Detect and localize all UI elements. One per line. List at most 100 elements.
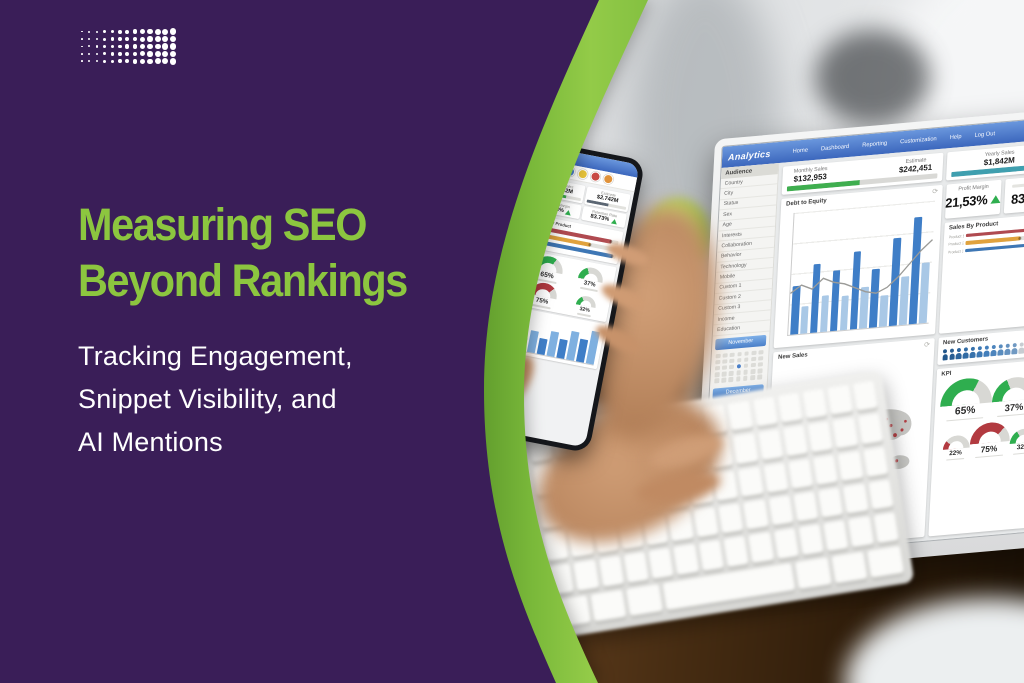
key bbox=[573, 559, 600, 593]
key bbox=[718, 503, 744, 536]
yearly-sales-card: Yearly Sales $1,842M bbox=[946, 143, 1024, 181]
calendar-cell bbox=[729, 364, 735, 370]
dot bbox=[146, 50, 154, 57]
calendar-cell bbox=[743, 363, 749, 369]
dot bbox=[124, 28, 132, 35]
dot bbox=[86, 35, 94, 42]
nav-item-help: Help bbox=[949, 133, 962, 141]
kpi-card: KPI 65% 37% 22% 75% 32% bbox=[927, 359, 1024, 537]
key bbox=[673, 544, 700, 577]
gauge-arc bbox=[576, 294, 598, 308]
key bbox=[590, 589, 627, 624]
metric-row: Profit Margin 21,53% bbox=[944, 175, 1024, 219]
coin-icon bbox=[564, 166, 575, 177]
gauge: 37% bbox=[991, 375, 1024, 418]
chart-row: Debt to Equity ⟳ bbox=[773, 175, 1024, 349]
key bbox=[807, 421, 834, 454]
dot-row bbox=[78, 28, 518, 35]
calendar-cell bbox=[715, 353, 721, 359]
person-icon bbox=[1005, 344, 1011, 356]
key bbox=[548, 563, 575, 597]
dot bbox=[146, 58, 154, 65]
title-line-2: Beyond Rankings bbox=[78, 254, 408, 306]
person-icon bbox=[949, 348, 955, 360]
retention-value-row: 83,73% bbox=[1009, 187, 1024, 210]
dot bbox=[108, 50, 116, 57]
dot bbox=[101, 50, 109, 57]
person-icon bbox=[998, 344, 1004, 356]
gauge: 32% bbox=[574, 294, 597, 318]
person-icon bbox=[956, 348, 962, 360]
calendar-cell bbox=[750, 374, 756, 380]
calendar-cell bbox=[714, 365, 720, 371]
calendar-cell bbox=[751, 350, 757, 356]
key bbox=[738, 466, 764, 499]
dot bbox=[78, 35, 86, 42]
dot bbox=[93, 28, 101, 35]
person-icon bbox=[970, 347, 976, 359]
calendar-cell bbox=[744, 350, 750, 357]
gauge-arc bbox=[942, 434, 970, 450]
banner-subtitle: Tracking Engagement, Snippet Visibility,… bbox=[78, 335, 518, 464]
gauge-arc bbox=[1009, 427, 1024, 444]
dot bbox=[108, 28, 116, 35]
subtitle-line-2: Snippet Visibility, and bbox=[78, 383, 337, 414]
dot bbox=[78, 43, 86, 50]
gauge-value: 22% bbox=[949, 449, 962, 458]
nav-item-reporting: Reporting bbox=[861, 140, 888, 149]
gauge-label-line bbox=[946, 416, 983, 422]
dot bbox=[124, 50, 132, 57]
key bbox=[818, 487, 844, 520]
coin-icon bbox=[577, 169, 587, 179]
product-label: Product 1 bbox=[948, 233, 964, 240]
calendar-cell bbox=[758, 355, 764, 361]
dot bbox=[108, 35, 116, 42]
dot bbox=[93, 43, 101, 50]
dot bbox=[154, 50, 162, 57]
gauge-value: 37% bbox=[1004, 400, 1024, 414]
gauge: 22% bbox=[942, 434, 970, 461]
dot bbox=[154, 28, 162, 35]
key bbox=[867, 545, 905, 580]
retention-card: 83,73% bbox=[1003, 175, 1024, 214]
dot bbox=[139, 35, 147, 42]
gauge: 32% bbox=[1008, 427, 1024, 455]
dot bbox=[93, 35, 101, 42]
gauge-value: 75% bbox=[980, 443, 998, 455]
product-label: Product 3 bbox=[947, 248, 963, 255]
key bbox=[768, 495, 794, 528]
dot bbox=[154, 35, 162, 42]
key bbox=[693, 507, 719, 540]
calendar-cell bbox=[722, 359, 728, 365]
dot bbox=[124, 43, 132, 50]
calendar-cell bbox=[758, 362, 763, 368]
sidebar-items: Country City Status Sex Age Interests Collabor… bbox=[712, 174, 778, 337]
nav-item-dashboard: Dashboard bbox=[820, 143, 850, 152]
dot bbox=[93, 58, 101, 65]
dot bbox=[139, 50, 147, 57]
dot bbox=[101, 58, 109, 65]
dot-row bbox=[78, 43, 518, 50]
gauges-small: 22% 75% 32% bbox=[937, 419, 1024, 462]
key bbox=[795, 556, 832, 591]
key bbox=[857, 413, 884, 447]
debt-to-equity-chart-card: Debt to Equity ⟳ bbox=[773, 184, 943, 349]
key bbox=[757, 429, 784, 462]
key bbox=[873, 512, 899, 545]
dot bbox=[124, 35, 132, 42]
key bbox=[802, 388, 829, 422]
retention-label-line bbox=[1011, 182, 1024, 188]
gauge: 65% bbox=[531, 254, 565, 285]
gauge: 75% bbox=[969, 421, 1011, 459]
gauge-arc bbox=[578, 266, 605, 283]
dots-pattern bbox=[78, 28, 518, 65]
gauge-arc bbox=[940, 376, 993, 407]
dot bbox=[139, 28, 147, 35]
phone-chart-bar bbox=[585, 331, 600, 365]
dot bbox=[124, 58, 132, 65]
calendar-cell bbox=[722, 365, 727, 371]
customers-kpi-column: New Customers KPI 65% 37% 22% 75% 32% bbox=[927, 328, 1024, 537]
estimate-value: $242,451 bbox=[898, 162, 933, 175]
dot bbox=[101, 43, 109, 50]
